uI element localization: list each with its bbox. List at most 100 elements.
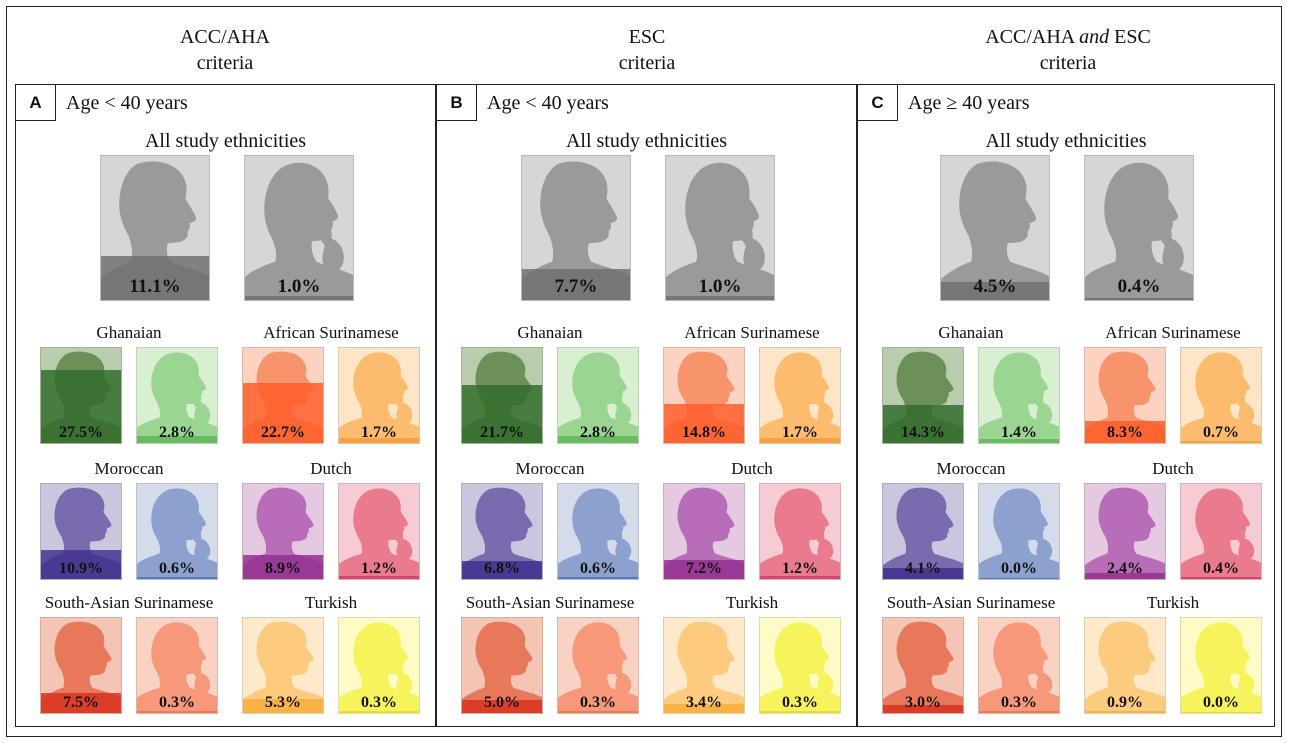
south-asian-surinamese-female-tile: 0.3% [557,617,639,714]
male-head-silhouette-icon [41,621,121,713]
prevalence-label: 8.9% [265,560,301,577]
prevalence-label: 14.8% [682,424,726,441]
prevalence-fill-bar [137,711,217,713]
prevalence-label: 0.6% [580,560,616,577]
prevalence-fill-bar [760,575,840,579]
ethnicity-title: African Surinamese [263,323,399,342]
female-head-silhouette-icon [760,352,840,443]
age-group-label: Age ≥ 40 years [908,92,1030,114]
female-head-silhouette-icon [979,352,1059,443]
turkish-male-tile: 5.3% [242,617,324,714]
prevalence-label: 1.2% [361,560,397,577]
prevalence-label: 0.0% [1203,694,1239,711]
prevalence-label: 0.3% [782,694,818,711]
prevalence-fill-bar [1181,712,1261,713]
ethnicity-title: South-Asian Surinamese [465,593,635,612]
prevalence-label: 5.3% [265,694,301,711]
south-asian-surinamese-male-tile: 3.0% [882,617,964,714]
female-head-silhouette-icon [979,488,1059,579]
south-asian-surinamese-female-tile: 0.3% [978,617,1060,714]
prevalence-label: 5.0% [484,694,520,711]
prevalence-fill-bar [1181,441,1261,443]
turkish-female-tile: 0.3% [759,617,841,714]
male-head-silhouette-icon [462,487,542,579]
ethnicity-title: Turkish [304,593,358,612]
prevalence-fill-bar [666,296,774,300]
prevalence-fill-bar [41,550,121,579]
male-head-silhouette-icon [883,621,963,713]
prevalence-fill-bar [41,369,121,443]
prevalence-label: 0.3% [361,694,397,711]
ethnicity-title: Moroccan [936,459,1006,478]
prevalence-fill-bar [941,282,1049,300]
header-line2: criteria [196,52,254,74]
female-head-silhouette-icon [339,622,419,713]
prevalence-fill-bar [137,577,217,579]
turkish-male-tile: 3.4% [663,617,745,714]
prevalence-fill-bar [883,405,963,443]
prevalence-fill-bar [462,699,542,713]
header-line1: ACC/AHA [985,26,1075,48]
header-emphasis: and [1079,26,1110,48]
african-surinamese-male-tile: 22.7% [242,347,324,444]
prevalence-fill-bar [664,559,744,579]
prevalence-label: 1.4% [1001,424,1037,441]
female-head-silhouette-icon [1181,488,1261,579]
header-esc: ESC criteria [437,24,857,76]
age-group-label: Age < 40 years [66,92,188,114]
male-head-silhouette-icon [941,161,1049,300]
male-head-silhouette-icon [462,621,542,713]
all-female-tile: 1.0% [665,155,775,301]
male-head-silhouette-icon [1085,351,1165,443]
south-asian-surinamese-male-tile: 7.5% [40,617,122,714]
ethnicity-title: South-Asian Surinamese [886,593,1056,612]
ghanaian-female-tile: 1.4% [978,347,1060,444]
dutch-female-tile: 1.2% [338,483,420,580]
moroccan-female-tile: 0.6% [557,483,639,580]
prevalence-label: 6.8% [484,560,520,577]
prevalence-label: 0.4% [1117,276,1161,297]
prevalence-label: 0.6% [159,560,195,577]
prevalence-label: 22.7% [261,424,305,441]
ethnicity-title: Ghanaian [517,323,583,342]
prevalence-label: 21.7% [480,424,524,441]
prevalence-label: 7.5% [63,694,99,711]
prevalence-label: 7.7% [554,276,598,297]
female-head-silhouette-icon [137,352,217,443]
prevalence-fill-bar [1085,420,1165,443]
prevalence-fill-bar [979,439,1059,443]
south-asian-surinamese-female-tile: 0.3% [136,617,218,714]
moroccan-male-tile: 4.1% [882,483,964,580]
ethnicity-title: African Surinamese [684,323,820,342]
prevalence-fill-bar [243,382,323,443]
all-ethnicities-title: All study ethnicities [144,130,307,152]
ethnicity-title: Ghanaian [96,323,162,342]
female-head-silhouette-icon [1085,162,1193,300]
african-surinamese-female-tile: 1.7% [759,347,841,444]
ghanaian-female-tile: 2.8% [557,347,639,444]
panel-b: B Age < 40 years All study ethnicities 7.7%… [436,84,857,727]
female-head-silhouette-icon [1181,622,1261,713]
prevalence-fill-bar [664,403,744,443]
female-head-silhouette-icon [760,488,840,579]
prevalence-fill-bar [760,438,840,443]
all-male-tile: 4.5% [940,155,1050,301]
panel-letter: B [437,85,477,121]
female-head-silhouette-icon [979,622,1059,713]
all-male-tile: 7.7% [521,155,631,301]
ethnicity-title: Moroccan [94,459,164,478]
african-surinamese-female-tile: 1.7% [338,347,420,444]
age-group-label: Age < 40 years [487,92,609,114]
header-line1-tail: ESC [1114,26,1151,48]
prevalence-label: 0.7% [1203,424,1239,441]
female-head-silhouette-icon [339,352,419,443]
ethnicity-title: African Surinamese [1105,323,1241,342]
figure-frame [6,6,1282,737]
prevalence-fill-bar [979,578,1059,579]
prevalence-label: 1.7% [782,424,818,441]
prevalence-fill-bar [883,568,963,579]
header-line1: ESC [628,26,666,48]
female-head-silhouette-icon [137,622,217,713]
ethnicity-title: Ghanaian [938,323,1004,342]
prevalence-label: 2.8% [159,424,195,441]
